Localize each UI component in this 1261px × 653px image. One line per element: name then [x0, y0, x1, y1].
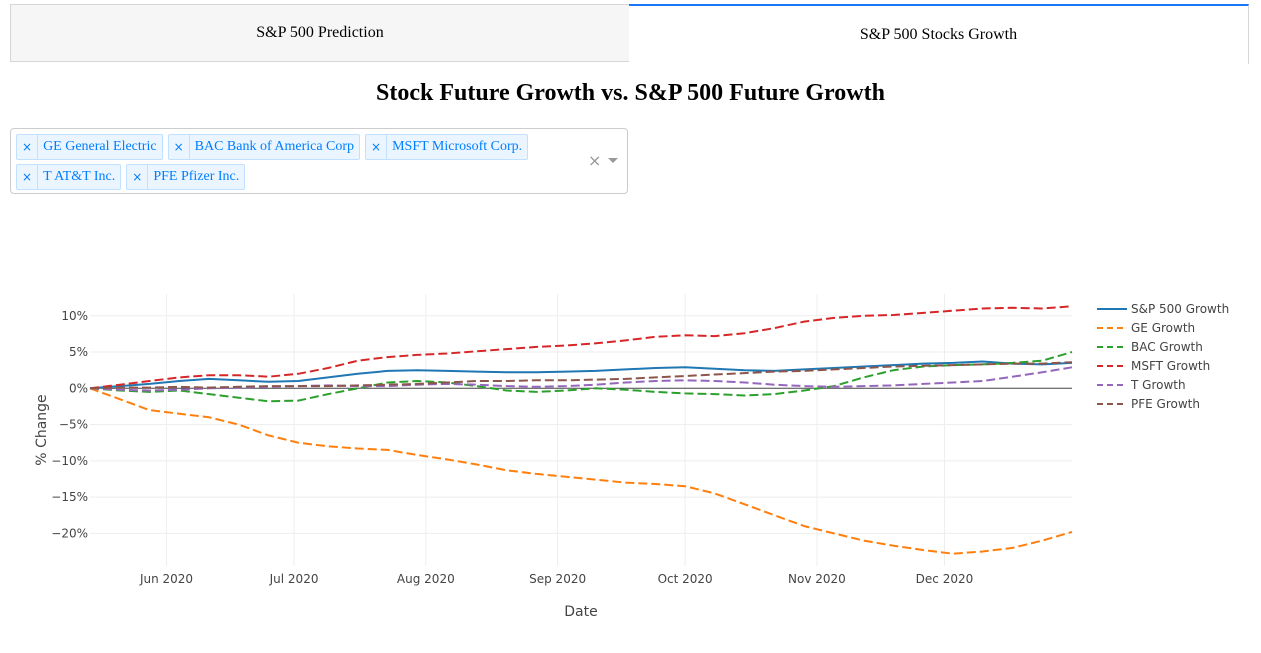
chip-label: T AT&T Inc. [43, 169, 116, 184]
dropdown-arrow-icon[interactable] [608, 158, 618, 163]
legend-item-label[interactable]: T Growth [1130, 378, 1186, 392]
y-tick-label: 0% [69, 381, 88, 395]
y-tick-label: −10% [51, 454, 88, 468]
x-axis-title: Date [564, 604, 597, 620]
x-tick-label: Oct 2020 [658, 572, 713, 586]
y-tick-label: −15% [51, 490, 88, 504]
tab-bar: S&P 500 Prediction S&P 500 Stocks Growth [10, 4, 1249, 64]
legend-item-label[interactable]: PFE Growth [1131, 397, 1200, 411]
y-axis-title: % Change [34, 394, 50, 465]
chip-label: PFE Pfizer Inc. [153, 169, 240, 184]
remove-chip-icon[interactable]: × [17, 165, 39, 189]
remove-chip-icon[interactable]: × [169, 135, 190, 159]
legend-item-label[interactable]: GE Growth [1131, 321, 1195, 335]
legend-item-label[interactable]: S&P 500 Growth [1131, 302, 1229, 316]
chip-label: BAC Bank of America Corp [194, 139, 355, 154]
series-line-msft-growth[interactable] [89, 305, 1073, 390]
series-line-bac-growth[interactable] [89, 351, 1073, 403]
chip-label: GE General Electric [43, 139, 157, 154]
page-title: Stock Future Growth vs. S&P 500 Future G… [376, 80, 885, 106]
x-tick-label: Nov 2020 [788, 572, 846, 586]
series-line-s-p-500-growth[interactable] [89, 360, 1073, 390]
series-line-pfe-growth[interactable] [89, 361, 1073, 390]
legend-item-label[interactable]: MSFT Growth [1131, 359, 1210, 373]
x-tick-label: Jul 2020 [269, 572, 319, 586]
tab-label: S&P 500 Prediction [256, 24, 384, 41]
remove-chip-icon[interactable]: × [127, 165, 149, 189]
remove-chip-icon[interactable]: × [17, 135, 39, 159]
selected-chip-t: × T AT&T Inc. [16, 164, 122, 190]
x-tick-label: Sep 2020 [529, 572, 586, 586]
chip-label: MSFT Microsoft Corp. [392, 139, 523, 154]
selected-chip-bac: × BAC Bank of America Corp [167, 134, 361, 160]
selected-chip-msft: × MSFT Microsoft Corp. [365, 134, 529, 160]
growth-line-chart[interactable]: Jun 2020 Jul 2020 Aug 2020 Sep 2020 Oct 2020… [0, 280, 1261, 640]
tab-label: S&P 500 Stocks Growth [859, 26, 1018, 43]
series-line-ge-growth[interactable] [89, 387, 1073, 555]
selected-chip-ge: × GE General Electric [16, 134, 163, 160]
stock-multiselect-dropdown[interactable]: × GE General Electric × BAC Bank of Amer… [10, 128, 628, 194]
x-tick-label: Dec 2020 [916, 572, 974, 586]
selected-chips: × GE General Electric × BAC Bank of Amer… [16, 134, 576, 190]
y-tick-label: 10% [61, 309, 88, 323]
legend-item-label[interactable]: BAC Growth [1131, 340, 1203, 354]
y-tick-label: −20% [51, 526, 88, 540]
clear-all-icon[interactable]: × [588, 151, 602, 170]
tab-sp500-prediction[interactable]: S&P 500 Prediction [10, 4, 630, 62]
tab-sp500-stocks-growth[interactable]: S&P 500 Stocks Growth [629, 4, 1249, 64]
x-tick-label: Jun 2020 [139, 572, 193, 586]
selected-chip-pfe: × PFE Pfizer Inc. [126, 164, 246, 190]
remove-chip-icon[interactable]: × [366, 135, 388, 159]
y-tick-label: 5% [69, 345, 88, 359]
y-tick-label: −5% [59, 418, 88, 432]
x-tick-label: Aug 2020 [397, 572, 455, 586]
